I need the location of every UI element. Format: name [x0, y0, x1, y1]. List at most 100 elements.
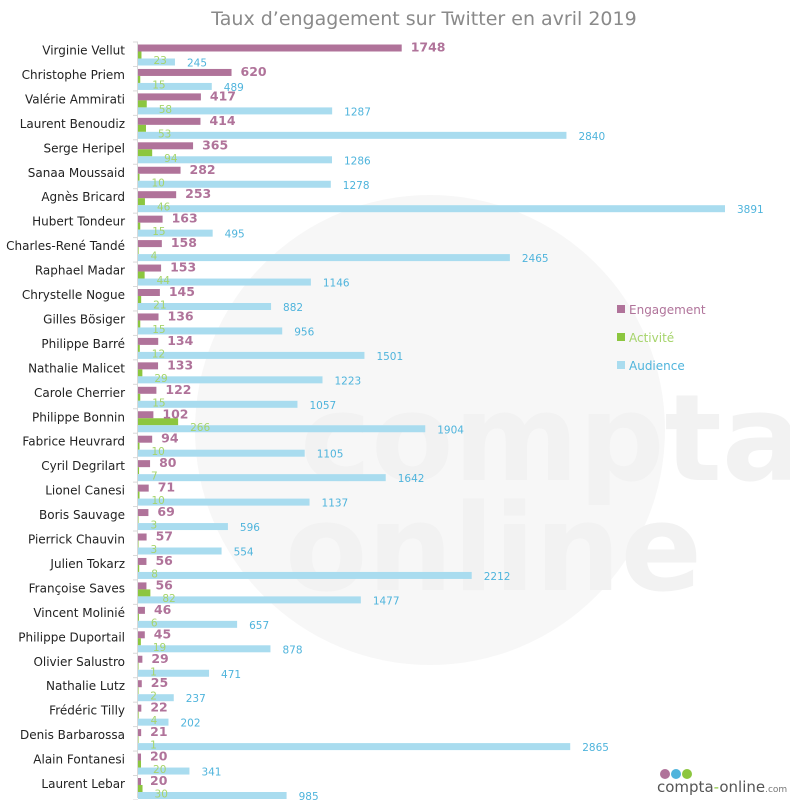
bar-activite — [138, 760, 142, 768]
bar-audience — [138, 792, 287, 799]
label-activite: 46 — [157, 202, 171, 214]
bar-activite — [138, 687, 139, 695]
label-audience: 3891 — [737, 204, 764, 216]
label-audience: 2865 — [582, 742, 609, 754]
category-label: Gilles Bösiger — [43, 312, 125, 326]
label-engagement: 56 — [155, 553, 173, 568]
label-engagement: 25 — [151, 675, 168, 690]
label-audience: 2840 — [578, 131, 605, 143]
label-activite: 3 — [150, 544, 157, 556]
bar-engagement — [138, 337, 159, 345]
bar-audience — [138, 376, 323, 384]
bar-engagement — [138, 533, 147, 541]
compta-online-logo: compta-online.com — [657, 769, 787, 796]
bar-activite — [138, 51, 142, 59]
label-activite: 94 — [164, 153, 178, 165]
bar-activite — [138, 785, 143, 792]
category-label: Fabrice Heuvrard — [22, 435, 125, 449]
label-activite: 10 — [152, 446, 165, 458]
bar-engagement — [138, 117, 201, 125]
label-activite: 15 — [152, 79, 165, 91]
bar-activite — [138, 638, 141, 646]
bar-engagement — [138, 753, 142, 761]
bar-engagement — [138, 386, 157, 394]
category-label: Agnès Bricard — [41, 190, 125, 204]
bar-engagement — [138, 557, 147, 565]
bar-audience — [138, 327, 283, 335]
bar-activite — [138, 344, 140, 352]
bar-audience — [138, 669, 210, 677]
label-audience: 1287 — [344, 106, 371, 118]
bar-activite — [138, 271, 145, 279]
label-audience: 1904 — [437, 424, 464, 436]
category-label: Carole Cherrier — [34, 386, 125, 400]
label-audience: 878 — [282, 644, 302, 656]
bar-engagement — [138, 778, 142, 785]
bar-audience — [138, 743, 571, 751]
bar-activite — [138, 75, 141, 83]
bar-audience — [138, 620, 238, 628]
bar-engagement — [138, 631, 145, 639]
label-engagement: 45 — [154, 626, 171, 641]
label-audience: 1105 — [317, 449, 344, 461]
category-label: Hubert Tondeur — [32, 215, 125, 229]
bar-audience — [138, 425, 426, 433]
bar-engagement — [138, 729, 142, 737]
category-label: Virginie Vellut — [42, 44, 125, 58]
bar-engagement — [138, 313, 159, 321]
category-label: Pierrick Chauvin — [28, 533, 125, 547]
category-label: Philippe Barré — [41, 337, 125, 351]
label-activite: 53 — [158, 128, 171, 140]
bar-activite — [138, 393, 141, 401]
label-engagement: 20 — [150, 749, 168, 764]
bar-audience — [138, 58, 175, 66]
label-engagement: 620 — [241, 64, 267, 79]
label-activite: 8 — [151, 568, 158, 580]
label-audience: 1223 — [335, 375, 362, 387]
label-activite: 44 — [157, 275, 171, 287]
bar-activite — [138, 124, 146, 132]
bar-engagement — [138, 68, 232, 76]
label-audience: 985 — [299, 791, 319, 800]
label-activite: 4 — [151, 251, 158, 263]
bar-audience — [138, 205, 725, 213]
bar-audience — [138, 351, 365, 359]
bar-audience — [138, 303, 272, 310]
bar-activite — [138, 564, 140, 572]
category-label: Françoise Saves — [29, 581, 125, 595]
label-activite: 82 — [162, 593, 175, 605]
bar-engagement — [138, 93, 201, 101]
bar-audience — [138, 449, 305, 457]
bar-engagement — [138, 460, 151, 468]
y-axis-ticks — [133, 41, 138, 800]
label-engagement: 56 — [155, 577, 173, 592]
label-audience: 237 — [186, 693, 206, 705]
label-audience: 1642 — [398, 473, 425, 485]
label-audience: 1278 — [343, 180, 370, 192]
bar-activite — [138, 589, 151, 597]
label-audience: 2212 — [484, 571, 511, 583]
label-activite: 15 — [152, 397, 165, 409]
bar-activite — [138, 100, 147, 108]
label-engagement: 21 — [150, 724, 167, 739]
bar-audience — [138, 156, 333, 164]
label-audience: 202 — [180, 718, 200, 730]
label-engagement: 282 — [190, 162, 216, 177]
bar-audience — [138, 767, 190, 775]
bar-engagement — [138, 411, 154, 419]
bar-activite — [138, 222, 141, 230]
label-audience: 341 — [201, 767, 221, 779]
label-activite: 29 — [154, 373, 167, 385]
bar-audience — [138, 107, 333, 115]
label-audience: 245 — [187, 58, 207, 70]
logo-dot — [671, 769, 681, 779]
label-activite: 12 — [152, 348, 165, 360]
bar-audience — [138, 523, 228, 531]
label-activite: 1 — [150, 740, 157, 752]
bar-engagement — [138, 655, 143, 663]
bar-engagement — [138, 289, 160, 296]
label-activite: 7 — [151, 471, 158, 483]
bar-activite — [138, 198, 145, 206]
bar-activite — [138, 711, 139, 719]
